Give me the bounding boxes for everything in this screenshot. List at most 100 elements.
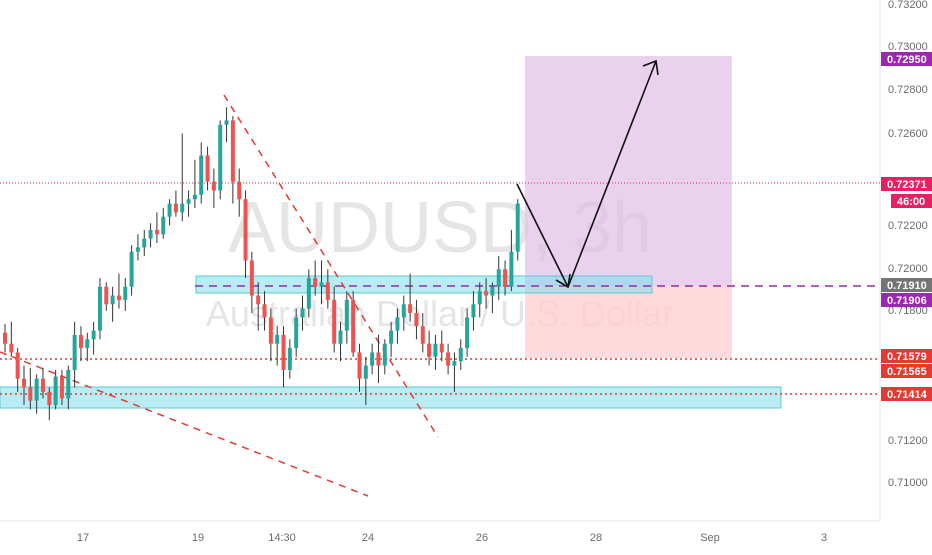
target-price-label — [881, 52, 932, 66]
candle-bullish — [477, 291, 482, 305]
candle-bullish — [319, 282, 324, 287]
stop-price-text-2: 0.71565 — [887, 366, 927, 378]
time-tick-label: 28 — [590, 532, 602, 544]
candle-bearish — [313, 278, 318, 287]
candle-bearish — [262, 304, 267, 318]
lower-trendline[interactable] — [0, 351, 369, 497]
candle-bullish — [338, 330, 343, 344]
candle-bearish — [211, 181, 216, 191]
time-tick-label: 19 — [192, 532, 204, 544]
candle-bearish — [104, 286, 109, 305]
support-price-label — [881, 387, 932, 401]
resistance-zone-rectangle[interactable] — [195, 275, 653, 294]
price-tick-label: 0.72800 — [888, 84, 928, 96]
support-zone-rectangle[interactable] — [0, 386, 782, 409]
candle-bullish — [224, 120, 229, 125]
descending-trendline[interactable] — [223, 94, 439, 438]
price-tick-label: 0.72600 — [888, 128, 928, 140]
candle-bearish — [325, 282, 330, 300]
candle-bullish — [135, 247, 140, 252]
bar-countdown-text: 46:00 — [897, 196, 925, 208]
candle-bearish — [414, 313, 419, 327]
candle-bullish — [129, 251, 134, 287]
candle-bearish — [351, 299, 356, 353]
candle-bearish — [249, 260, 254, 296]
candle-bullish — [471, 304, 476, 318]
candle-bullish — [34, 378, 39, 401]
candle-bullish — [180, 203, 185, 213]
candle-bullish — [186, 199, 191, 204]
candle-bearish — [281, 334, 286, 370]
entry-price-label — [881, 293, 932, 307]
candle-bullish — [433, 343, 438, 357]
time-tick-label: 3 — [821, 532, 827, 544]
candle-bullish — [110, 295, 115, 305]
time-tick-label: 24 — [362, 532, 374, 544]
candle-bullish — [306, 278, 311, 309]
projection-arrow-down[interactable] — [516, 183, 569, 288]
candle-bearish — [59, 376, 64, 399]
candle-bearish — [484, 291, 489, 296]
candle-bullish — [370, 352, 375, 366]
candle-bullish — [287, 348, 292, 370]
candle-bearish — [15, 352, 20, 379]
price-tick-label: 0.71800 — [888, 305, 928, 317]
candle-bearish — [28, 387, 33, 401]
candle-bullish — [72, 334, 77, 370]
candle-bullish — [389, 330, 394, 344]
candle-bearish — [9, 343, 14, 353]
price-tick-label: 0.71200 — [888, 435, 928, 447]
candle-bullish — [167, 203, 172, 217]
candle-bearish — [446, 352, 451, 366]
candle-bullish — [344, 299, 349, 331]
stop-loss-zone[interactable] — [525, 286, 732, 358]
level-price-text: 0.71910 — [887, 280, 927, 292]
time-tick-label: 17 — [77, 532, 89, 544]
candle-bullish — [66, 369, 71, 399]
price-tick-label: 0.73000 — [888, 41, 928, 53]
candle-bearish — [427, 343, 432, 357]
candle-bearish — [40, 378, 45, 392]
candle-bullish — [363, 365, 368, 379]
candle-bearish — [47, 391, 52, 405]
candle-bearish — [78, 334, 83, 349]
candle-bullish — [123, 286, 128, 300]
candle-bullish — [275, 334, 280, 344]
time-tick-label: 14:30 — [268, 532, 296, 544]
price-tick-label: 0.72000 — [888, 263, 928, 275]
candle-bullish — [91, 330, 96, 340]
price-tick-label: 0.73200 — [888, 0, 928, 11]
profit-zone[interactable] — [525, 56, 732, 286]
candle-bullish — [452, 361, 457, 366]
candle-bullish — [97, 286, 102, 331]
entry-price-text: 0.71906 — [887, 295, 927, 307]
candle-bullish — [515, 203, 520, 252]
stop-price-label-2 — [881, 364, 932, 378]
level-price-label — [881, 278, 932, 292]
last-price-text: 0.72371 — [887, 179, 927, 191]
candle-bullish — [490, 286, 495, 296]
candle-bearish — [21, 378, 26, 388]
arrowhead-up-icon — [642, 59, 659, 76]
candle-bearish — [154, 229, 159, 235]
candle-bullish — [496, 269, 501, 287]
price-labels: 0.72950 0.72371 46:00 0.71910 0.71906 0.… — [881, 52, 932, 401]
candle-bullish — [401, 304, 406, 318]
candle-bearish — [256, 295, 261, 305]
candle-bearish — [376, 352, 381, 366]
candle-bearish — [3, 332, 7, 344]
candle-bullish — [85, 339, 90, 349]
last-price-label — [881, 177, 932, 191]
candle-bullish — [53, 376, 58, 405]
candle-bearish — [230, 120, 235, 182]
support-price-text: 0.71414 — [887, 389, 928, 401]
projection-arrow-up[interactable] — [567, 60, 657, 288]
candle-bullish — [148, 229, 153, 239]
candle-bearish — [357, 352, 362, 379]
candle-bearish — [408, 304, 413, 314]
candle-bullish — [465, 317, 470, 349]
candle-bullish — [300, 308, 305, 318]
price-axis: 0.71000 0.71200 0.71800 0.72000 0.72200 … — [888, 0, 928, 489]
time-tick-label: 26 — [476, 532, 488, 544]
